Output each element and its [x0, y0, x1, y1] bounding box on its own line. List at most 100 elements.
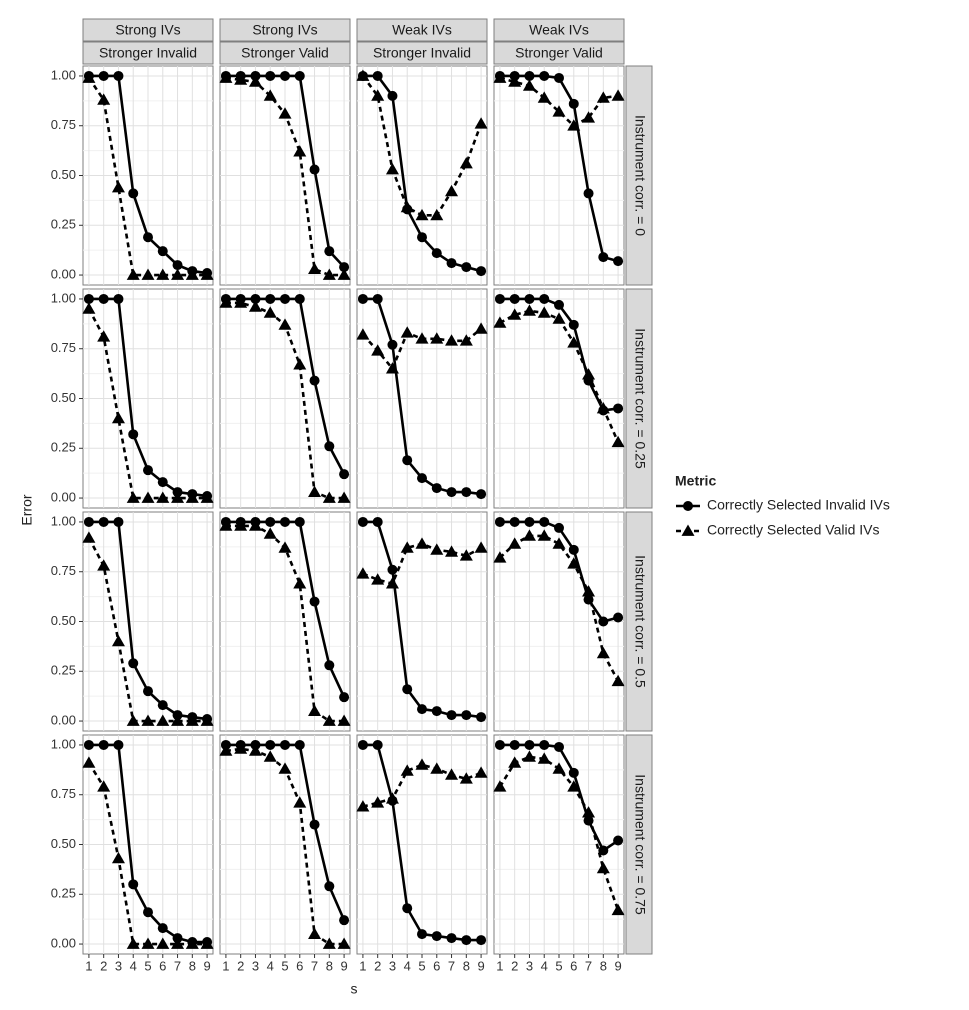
point [461, 935, 472, 946]
point [372, 739, 383, 750]
point [293, 577, 307, 589]
point [324, 660, 335, 671]
point [552, 537, 566, 549]
point [337, 491, 351, 503]
x-tick-label: 5 [144, 958, 151, 973]
point [185, 937, 199, 949]
point [524, 293, 535, 304]
point [537, 529, 551, 541]
point [522, 529, 536, 541]
point [613, 612, 624, 623]
strip-label: Instrument corr. = 0.5 [632, 555, 648, 688]
point [385, 577, 399, 589]
point [494, 516, 505, 527]
strip [219, 41, 351, 65]
point [430, 332, 444, 344]
point [567, 119, 581, 131]
point [476, 712, 487, 723]
point [293, 145, 307, 157]
y-tick-label: 0.50 [51, 167, 76, 182]
point [509, 293, 520, 304]
x-tick-label: 3 [252, 958, 259, 973]
point [200, 268, 214, 280]
strip [625, 511, 653, 732]
point [263, 306, 277, 318]
point [446, 710, 457, 721]
point [157, 923, 168, 934]
point [356, 69, 370, 81]
x-tick-label: 5 [281, 958, 288, 973]
point [219, 519, 233, 531]
y-tick-label: 0.75 [51, 786, 76, 801]
point [265, 739, 276, 750]
y-tick-label: 1.00 [51, 67, 76, 82]
point [263, 89, 277, 101]
x-tick-label: 7 [311, 958, 318, 973]
point [111, 411, 125, 424]
strip [82, 18, 214, 42]
point [552, 762, 566, 774]
point [113, 293, 124, 304]
point [356, 800, 370, 812]
point [554, 522, 564, 533]
point [459, 334, 473, 346]
point [431, 483, 442, 494]
point [309, 819, 320, 830]
x-tick-label: 9 [203, 958, 210, 973]
y-tick-label: 0.00 [51, 935, 76, 950]
strip [625, 734, 653, 955]
point [552, 312, 566, 324]
point [385, 163, 399, 175]
point [141, 714, 155, 726]
point [596, 401, 610, 414]
point [294, 70, 305, 81]
point [337, 937, 351, 949]
y-tick-label: 0.75 [51, 340, 76, 355]
point [156, 937, 170, 949]
point [567, 780, 581, 792]
x-tick-label: 3 [526, 958, 533, 973]
point [157, 700, 168, 711]
point [431, 931, 442, 942]
x-tick-label: 2 [100, 958, 107, 973]
point [461, 262, 472, 273]
point [309, 375, 320, 386]
point [356, 328, 370, 340]
y-tick-label: 0.50 [51, 390, 76, 405]
x-tick-label: 3 [115, 958, 122, 973]
point [171, 491, 185, 503]
point [568, 319, 579, 330]
point [339, 262, 350, 273]
point [234, 519, 248, 531]
point [613, 835, 624, 846]
point [402, 455, 413, 466]
point [598, 616, 609, 627]
point [552, 105, 566, 117]
x-tick-label: 1 [85, 958, 92, 973]
point [126, 937, 140, 949]
point [185, 491, 199, 503]
point [415, 537, 429, 549]
x-tick-label: 6 [433, 958, 440, 973]
point [430, 762, 444, 774]
strip-label: Instrument corr. = 0.75 [632, 774, 648, 915]
point [554, 299, 564, 310]
y-tick-label: 0.75 [51, 117, 76, 132]
point [357, 516, 368, 527]
point [324, 881, 335, 892]
point [415, 758, 429, 770]
point [371, 573, 385, 585]
point [339, 915, 350, 926]
point [430, 208, 444, 221]
legend-label: Correctly Selected Valid IVs [707, 522, 879, 538]
y-tick-label: 0.50 [51, 613, 76, 628]
x-tick-label: 4 [130, 958, 137, 973]
point [509, 739, 520, 750]
point [415, 208, 429, 221]
point [171, 714, 185, 726]
point [459, 157, 473, 169]
point [372, 516, 383, 527]
x-tick-label: 9 [477, 958, 484, 973]
point [582, 806, 596, 818]
strip-label: Strong IVs [252, 22, 317, 38]
